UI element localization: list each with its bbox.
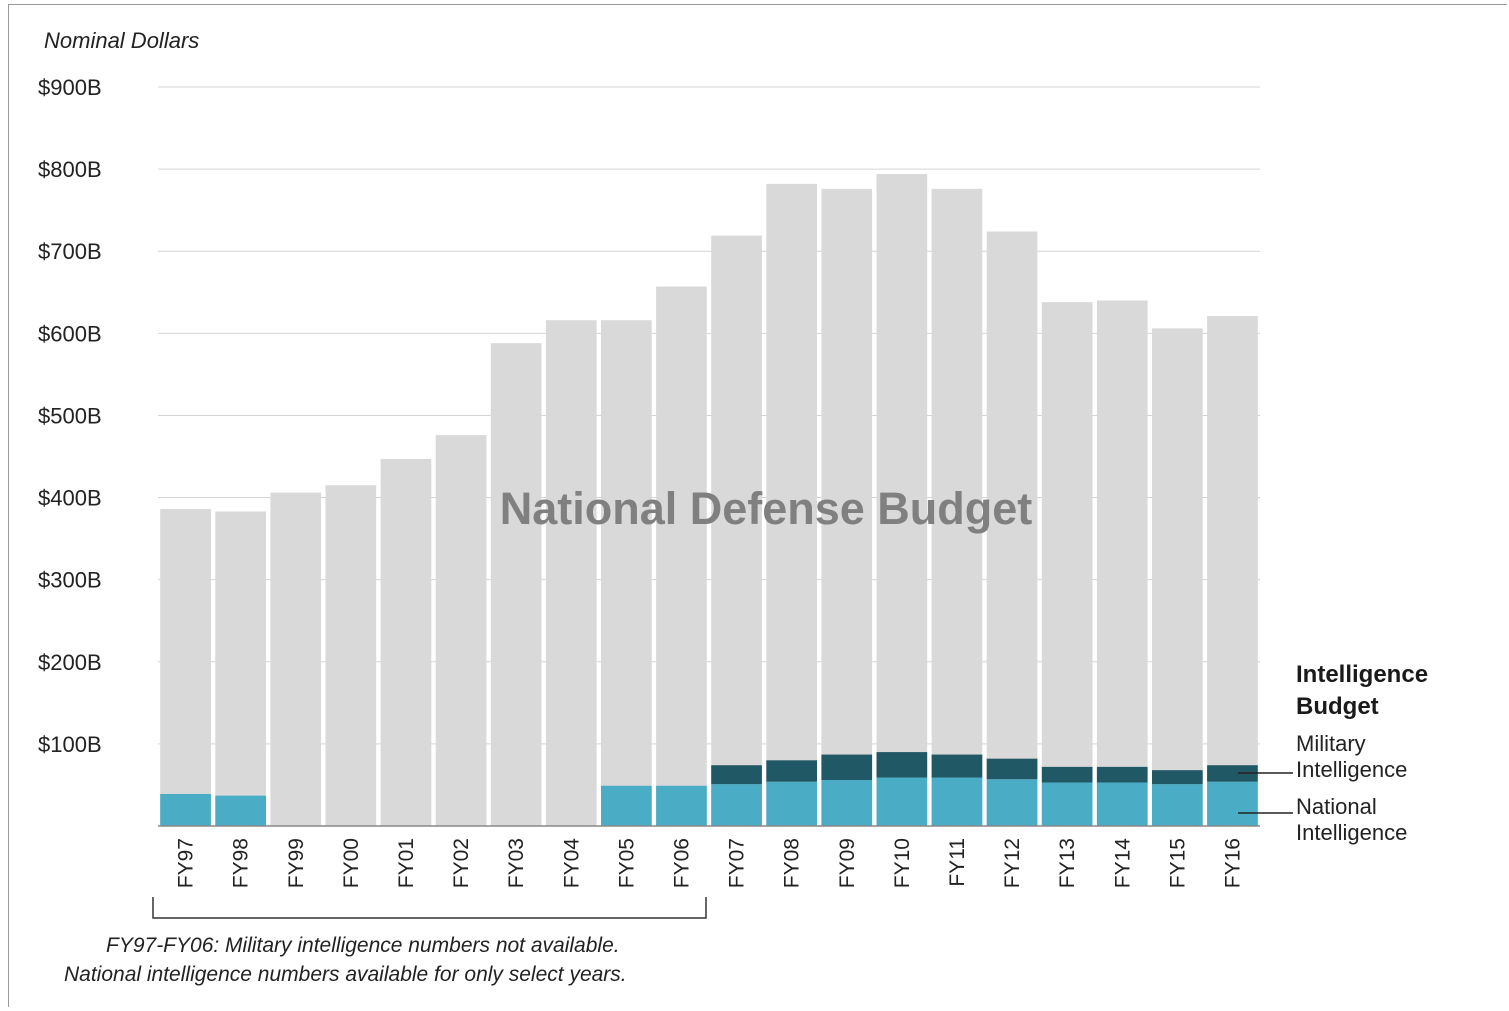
- x-tick-label: FY05: [615, 838, 638, 888]
- national-intelligence-bar: [160, 793, 211, 826]
- unit-label: Nominal Dollars: [44, 28, 199, 53]
- x-tick-label: FY00: [340, 838, 363, 888]
- bars: [160, 174, 1258, 827]
- national-intelligence-bar: [1152, 784, 1203, 826]
- military-intelligence-bar: [766, 760, 817, 782]
- national-intelligence-bar: [986, 779, 1038, 826]
- x-tick-label: FY09: [836, 838, 859, 888]
- note-line1: FY97-FY06: Military intelligence numbers…: [106, 934, 620, 957]
- y-tick-label: $800B: [38, 157, 102, 182]
- x-tick-label: FY12: [1001, 838, 1024, 888]
- x-tick-label: FY14: [1111, 838, 1134, 889]
- x-tick-label: FY03: [505, 838, 528, 888]
- defense-bar: [766, 183, 817, 826]
- legend-title-line1: Intelligence: [1296, 661, 1428, 688]
- y-axis-ticks: $100B $200B $300B $400B $500B $600B $700B $800B…: [38, 75, 102, 757]
- x-tick-label: FY06: [670, 838, 693, 888]
- defense-budget-label: National Defense Budget: [500, 483, 1033, 534]
- defense-bar: [711, 235, 762, 827]
- defense-bar: [821, 188, 873, 827]
- x-tick-label: FY01: [395, 838, 418, 888]
- national-intelligence-bar: [1041, 782, 1093, 826]
- national-intelligence-bar: [601, 785, 652, 826]
- defense-bar: [1096, 300, 1148, 826]
- defense-bar: [1152, 328, 1203, 826]
- defense-bar: [656, 286, 707, 826]
- x-tick-label: FY98: [230, 838, 253, 888]
- y-tick-label: $400B: [38, 486, 102, 511]
- national-intelligence-bar: [821, 780, 873, 826]
- legend-title-line2: Budget: [1296, 693, 1379, 720]
- gridlines: [158, 86, 1260, 745]
- fy97-fy06-bracket: [152, 897, 707, 919]
- national-intelligence-bar: [656, 785, 707, 826]
- defense-bar: [1041, 302, 1093, 826]
- legend-military-line1: Military: [1296, 731, 1366, 756]
- military-intelligence-bar: [1207, 765, 1258, 782]
- defense-bar: [986, 231, 1038, 826]
- x-tick-label: FY10: [891, 838, 914, 888]
- defense-bar: [490, 343, 542, 826]
- x-tick-label: FY02: [450, 838, 473, 888]
- military-intelligence-bar: [711, 765, 762, 785]
- defense-bar: [270, 492, 322, 826]
- y-tick-label: $300B: [38, 568, 102, 593]
- x-tick-label: FY16: [1221, 838, 1244, 888]
- defense-bar: [1207, 316, 1258, 826]
- national-intelligence-bar: [931, 777, 983, 826]
- military-intelligence-bar: [1041, 766, 1093, 783]
- x-tick-label: FY08: [781, 838, 804, 888]
- national-intelligence-bar: [766, 781, 817, 826]
- defense-bar: [876, 174, 928, 826]
- y-tick-label: $600B: [38, 321, 102, 346]
- x-tick-label: FY97: [175, 838, 198, 888]
- defense-bar: [160, 509, 211, 826]
- y-tick-label: $200B: [38, 650, 102, 675]
- defense-bar: [545, 320, 597, 826]
- y-tick-label: $700B: [38, 239, 102, 264]
- x-axis-labels: FY97 FY98 FY99 FY00 FY01 FY02 FY03 FY04 FY05 FY06…: [175, 838, 1245, 889]
- defense-bar: [215, 511, 266, 826]
- national-intelligence-bar: [876, 777, 928, 826]
- y-tick-label: $100B: [38, 732, 102, 757]
- national-intelligence-bar: [711, 784, 762, 826]
- military-intelligence-bar: [1152, 770, 1203, 785]
- legend-national-line1: National: [1296, 794, 1377, 819]
- national-intelligence-bar: [1096, 782, 1148, 826]
- legend-military-line2: Intelligence: [1296, 757, 1407, 782]
- note-line2: National intelligence numbers available …: [64, 963, 627, 986]
- x-tick-label: FY07: [726, 838, 749, 888]
- y-tick-label: $900B: [38, 75, 102, 100]
- military-intelligence-bar: [1096, 766, 1148, 783]
- x-tick-label: FY15: [1166, 838, 1189, 888]
- defense-bar: [380, 458, 432, 826]
- military-intelligence-bar: [876, 752, 928, 778]
- legend: Intelligence Budget Military Intelligenc…: [1238, 661, 1428, 845]
- y-tick-label: $500B: [38, 403, 102, 428]
- x-tick-label: FY11: [946, 838, 969, 887]
- legend-national-line2: Intelligence: [1296, 820, 1407, 845]
- defense-bar: [931, 188, 983, 827]
- military-intelligence-bar: [821, 754, 873, 781]
- defense-bar: [325, 485, 377, 826]
- national-intelligence-bar: [215, 795, 266, 826]
- national-intelligence-bar: [1207, 781, 1258, 826]
- military-intelligence-bar: [986, 758, 1038, 780]
- x-tick-label: FY04: [560, 838, 583, 889]
- x-tick-label: FY99: [285, 838, 308, 888]
- defense-bar: [601, 320, 652, 826]
- defense-bar: [435, 435, 487, 826]
- military-intelligence-bar: [931, 754, 983, 778]
- chart-frame: [8, 4, 1507, 1007]
- x-tick-label: FY13: [1056, 838, 1079, 888]
